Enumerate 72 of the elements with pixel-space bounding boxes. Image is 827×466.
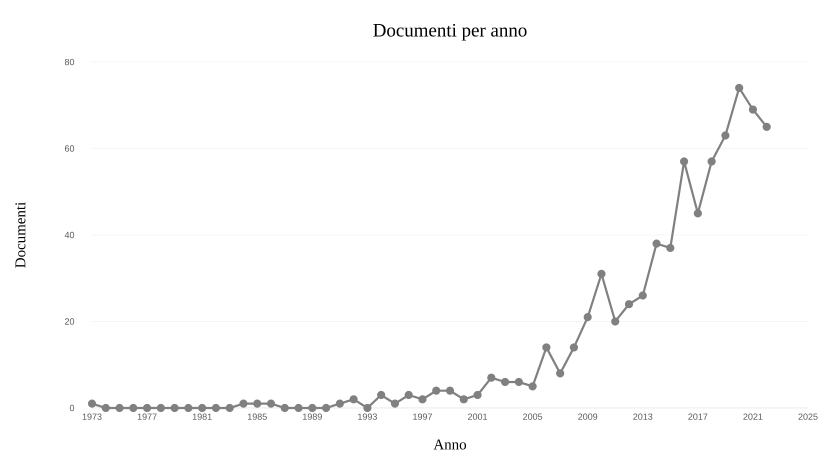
- x-tick-label: 1989: [303, 414, 322, 420]
- point: [762, 122, 771, 131]
- point: [624, 300, 634, 308]
- point: [198, 404, 206, 412]
- x-tick-label: 1973: [82, 414, 102, 420]
- point: [721, 131, 730, 140]
- point: [212, 404, 220, 412]
- point: [556, 369, 564, 378]
- point: [184, 404, 192, 412]
- point: [418, 395, 427, 404]
- x-tick-label: 2001: [468, 414, 488, 420]
- point: [280, 404, 289, 412]
- x-tick-label: 2009: [578, 414, 598, 420]
- x-tick-label: 1997: [413, 414, 432, 420]
- point: [542, 343, 550, 352]
- point: [294, 404, 303, 412]
- point: [363, 404, 372, 412]
- point: [115, 404, 124, 412]
- point: [748, 105, 758, 114]
- point: [253, 400, 262, 408]
- x-tick-label: 2017: [688, 414, 708, 420]
- point: [652, 240, 661, 248]
- y-axis-title: Documenti: [15, 202, 26, 268]
- point: [735, 84, 744, 92]
- point: [322, 404, 330, 412]
- point: [266, 400, 276, 408]
- point: [528, 382, 537, 390]
- x-tick-label: 1985: [248, 414, 267, 420]
- point: [584, 313, 592, 322]
- point: [597, 270, 606, 278]
- x-tick-label: 1993: [358, 414, 377, 420]
- point: [404, 390, 413, 400]
- point: [377, 390, 386, 400]
- x-tick-label: 1981: [192, 414, 212, 420]
- point: [156, 404, 165, 412]
- y-tick-label: 60: [64, 145, 74, 152]
- point: [88, 400, 96, 408]
- point: [680, 157, 688, 166]
- x-tick-label: 1977: [138, 414, 157, 420]
- point: [239, 400, 248, 408]
- point: [570, 343, 578, 352]
- x-tick-label: 2025: [798, 414, 818, 420]
- y-tick-label: 20: [64, 318, 74, 325]
- point: [473, 390, 482, 400]
- point: [487, 374, 496, 382]
- point: [446, 386, 454, 395]
- y-tick-label: 80: [64, 58, 74, 66]
- point: [638, 291, 647, 300]
- x-axis-title: Anno: [434, 440, 466, 450]
- point: [500, 378, 510, 386]
- point: [694, 209, 702, 218]
- x-tick-label: 2013: [633, 414, 652, 420]
- point: [129, 404, 138, 412]
- point: [390, 400, 400, 408]
- point: [170, 404, 179, 412]
- chart-title: Documenti per anno: [373, 24, 527, 40]
- point: [708, 157, 716, 166]
- point: [460, 395, 468, 404]
- y-tick-label: 40: [64, 232, 74, 238]
- point: [611, 317, 620, 326]
- x-tick-label: 2021: [743, 414, 762, 420]
- point: [432, 386, 440, 395]
- point: [308, 404, 316, 412]
- point: [350, 395, 358, 404]
- point: [336, 400, 344, 408]
- y-tick-label: 0: [70, 404, 74, 412]
- point: [142, 404, 152, 412]
- point: [514, 378, 523, 386]
- point: [102, 404, 110, 412]
- point: [226, 404, 234, 412]
- x-tick-label: 2005: [523, 414, 542, 420]
- point: [666, 244, 674, 252]
